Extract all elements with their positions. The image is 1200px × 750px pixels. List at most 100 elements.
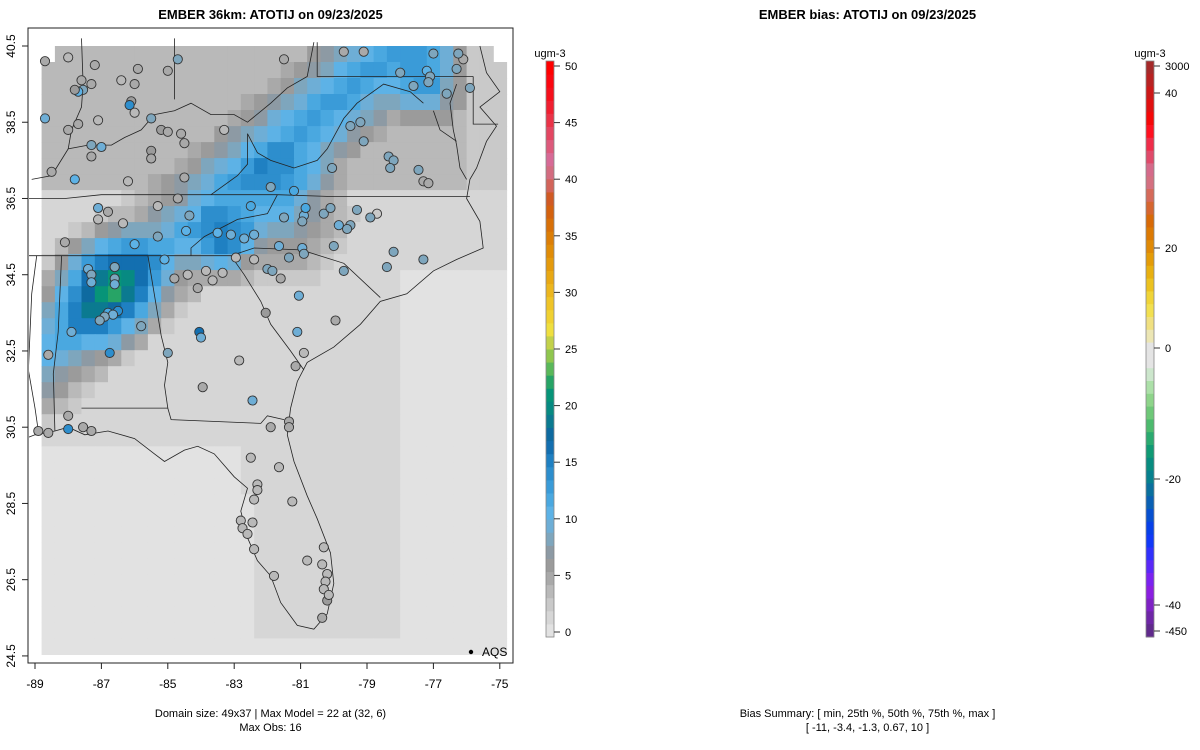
grid-cell bbox=[333, 302, 348, 319]
grid-cell bbox=[41, 174, 56, 191]
grid-cell bbox=[440, 190, 454, 207]
site-marker bbox=[116, 75, 127, 86]
site-marker bbox=[172, 54, 183, 65]
site-marker bbox=[413, 164, 424, 175]
grid-cell bbox=[267, 446, 282, 463]
grid-cell bbox=[373, 366, 388, 383]
colorbar-swatch bbox=[546, 296, 554, 311]
grid-cell bbox=[320, 494, 335, 511]
grid-cell bbox=[41, 206, 56, 223]
grid-cell bbox=[413, 446, 428, 463]
grid-cell bbox=[147, 94, 162, 111]
grid-cell bbox=[426, 206, 441, 223]
grid-cell bbox=[347, 350, 361, 367]
grid-cell bbox=[347, 318, 361, 335]
grid-cell bbox=[254, 318, 268, 335]
grid-cell bbox=[347, 574, 361, 591]
colorbar-swatch bbox=[1146, 573, 1154, 587]
grid-cell bbox=[41, 398, 56, 415]
grid-cell bbox=[360, 526, 375, 543]
colorbar-swatch bbox=[1146, 291, 1154, 305]
grid-cell bbox=[466, 510, 481, 527]
colorbar-swatch bbox=[1146, 534, 1154, 548]
grid-cell bbox=[94, 238, 109, 255]
boundary-line bbox=[81, 407, 285, 424]
grid-cell bbox=[453, 398, 468, 415]
grid-cell bbox=[413, 222, 428, 239]
grid-cell bbox=[240, 62, 255, 79]
grid-cell bbox=[68, 638, 83, 655]
grid-cell bbox=[187, 126, 202, 143]
site-marker bbox=[247, 517, 258, 528]
grid-cell bbox=[201, 558, 215, 575]
grid-cell bbox=[453, 494, 468, 511]
grid-cell bbox=[386, 46, 401, 63]
grid-cell bbox=[240, 110, 255, 127]
grid-cell bbox=[121, 126, 136, 143]
grid-cell bbox=[280, 622, 295, 639]
grid-cell bbox=[347, 622, 361, 639]
grid-cell bbox=[466, 190, 481, 207]
grid-cell bbox=[307, 254, 322, 271]
grid-cell bbox=[320, 462, 335, 479]
grid-cell bbox=[147, 510, 162, 527]
y-tick-label: 30.5 bbox=[4, 415, 18, 439]
grid-cell bbox=[94, 46, 109, 63]
grid-cell bbox=[400, 478, 415, 495]
grid-cell bbox=[161, 398, 176, 415]
grid-cell bbox=[161, 558, 176, 575]
grid-cell bbox=[400, 494, 415, 511]
grid-cell bbox=[174, 318, 189, 335]
grid-cell bbox=[347, 46, 361, 63]
grid-cell bbox=[280, 302, 295, 319]
site-marker bbox=[385, 162, 396, 174]
grid-cell bbox=[400, 414, 415, 431]
aqs-legend-label: AQS bbox=[482, 645, 507, 659]
grid-cell bbox=[426, 542, 441, 559]
grid-cell bbox=[493, 350, 508, 367]
site-marker bbox=[43, 349, 54, 360]
grid-cell bbox=[254, 238, 268, 255]
grid-cell bbox=[426, 270, 441, 287]
grid-cell bbox=[161, 334, 176, 351]
site-marker bbox=[184, 210, 195, 221]
grid-cell bbox=[161, 590, 176, 607]
grid-cell bbox=[493, 158, 508, 175]
grid-cell bbox=[440, 382, 454, 399]
grid-cell bbox=[466, 158, 481, 175]
grid-cell bbox=[41, 638, 56, 655]
grid-cell bbox=[479, 622, 494, 639]
grid-cell bbox=[294, 622, 308, 639]
colorbar-swatch bbox=[546, 126, 554, 141]
grid-cell bbox=[227, 302, 242, 319]
grid-cell bbox=[307, 446, 322, 463]
grid-cell bbox=[493, 142, 508, 159]
grid-cell bbox=[134, 254, 149, 271]
grid-cell bbox=[174, 622, 189, 639]
grid-cell bbox=[294, 302, 308, 319]
grid-cell bbox=[240, 622, 255, 639]
grid-cell bbox=[134, 542, 149, 559]
grid-cell bbox=[174, 62, 189, 79]
grid-cell bbox=[320, 94, 335, 111]
grid-cell bbox=[400, 126, 415, 143]
grid-cell bbox=[426, 254, 441, 271]
colorbar-swatch bbox=[546, 113, 554, 127]
colorbar-swatch bbox=[1146, 137, 1154, 152]
grid-cell bbox=[493, 542, 508, 559]
grid-cell bbox=[307, 622, 322, 639]
site-marker bbox=[342, 223, 353, 235]
grid-cell bbox=[81, 462, 96, 479]
grid-cell bbox=[307, 158, 322, 175]
grid-cell bbox=[386, 574, 401, 591]
grid-cell bbox=[81, 398, 96, 415]
colorbar-swatch bbox=[546, 401, 554, 415]
grid-cell bbox=[294, 110, 308, 127]
x-tick-label: -87 bbox=[93, 677, 111, 691]
grid-cell bbox=[81, 494, 96, 511]
grid-cell bbox=[94, 78, 109, 95]
grid-cell bbox=[360, 158, 375, 175]
grid-cell bbox=[479, 94, 494, 111]
grid-cell bbox=[493, 462, 508, 479]
grid-cell bbox=[413, 398, 428, 415]
